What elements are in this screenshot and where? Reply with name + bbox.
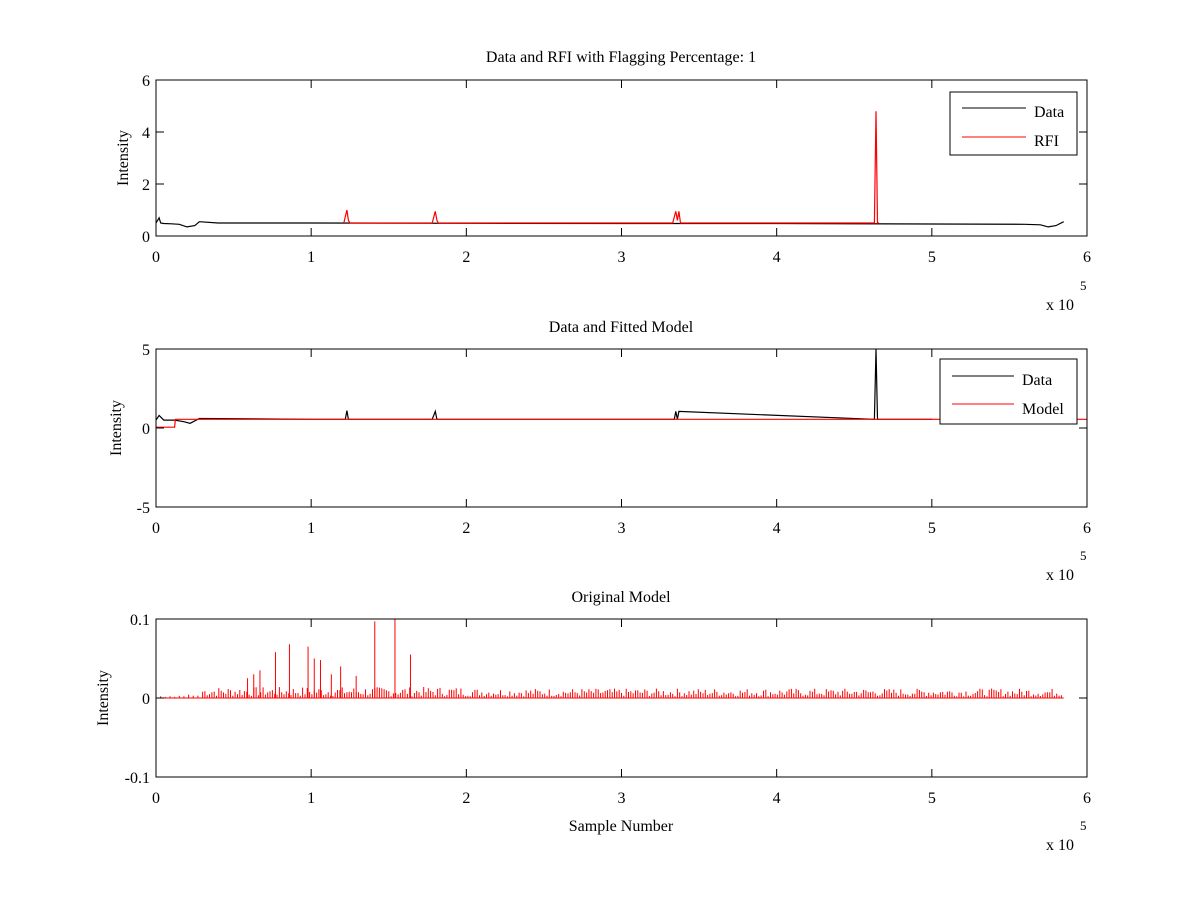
legend-label-data-2: Data (1022, 372, 1052, 389)
x-tick-label-3-3: 3 (618, 790, 626, 807)
x-multiplier-1: x 10 (1046, 297, 1074, 314)
legend-label-model-2: Model (1022, 401, 1064, 418)
y-tick-label-2-2: 5 (142, 342, 150, 359)
x-tick-label-1-4: 4 (773, 249, 781, 266)
y-tick-label-3-2: 0.1 (130, 612, 150, 629)
x-multiplier-2: x 10 (1046, 567, 1074, 584)
x-tick-label-1-0: 0 (152, 249, 160, 266)
series-line-2-model (156, 418, 1087, 428)
x-tick-label-2-0: 0 (152, 520, 160, 537)
chart-panel-2: Data and Fitted Model Intensity x 10 5 0… (108, 319, 1091, 584)
x-tick-label-3-1: 1 (307, 790, 315, 807)
series-line-1-rfi (343, 111, 880, 224)
chart-panel-3: Original Model Intensity Sample Number x… (95, 589, 1091, 854)
y-tick-label-3-0: -0.1 (125, 770, 150, 787)
series-noise-3 (155, 687, 1062, 698)
legend-box-2 (939, 358, 1078, 425)
plot-frame-3 (155, 618, 1088, 778)
x-tick-label-3-5: 5 (928, 790, 936, 807)
legend-label-data-1: Data (1034, 104, 1064, 121)
y-axis-label-1: Intensity (115, 130, 132, 186)
x-tick-label-1-6: 6 (1083, 249, 1091, 266)
x-tick-label-2-5: 5 (928, 520, 936, 537)
x-tick-label-1-5: 5 (928, 249, 936, 266)
y-axis-label-2: Intensity (108, 400, 125, 456)
x-tick-label-3-2: 2 (462, 790, 470, 807)
y-tick-label-1-2: 4 (142, 125, 150, 142)
x-exponent-2: 5 (1080, 548, 1087, 563)
x-exponent-3: 5 (1080, 818, 1087, 833)
x-tick-label-3-6: 6 (1083, 790, 1091, 807)
x-tick-label-2-1: 1 (307, 520, 315, 537)
x-tick-label-1-1: 1 (307, 249, 315, 266)
chart-title-2: Data and Fitted Model (549, 319, 694, 336)
x-tick-label-2-4: 4 (773, 520, 781, 537)
y-tick-label-3-1: 0 (142, 691, 150, 708)
x-tick-label-1-2: 2 (462, 249, 470, 266)
plot-frame-1 (155, 79, 1088, 237)
x-tick-label-3-4: 4 (773, 790, 781, 807)
y-tick-label-1-3: 6 (142, 73, 150, 90)
chart-panel-1: Data and RFI with Flagging Percentage: 1… (115, 49, 1091, 314)
legend-2: Data Model (939, 358, 1078, 425)
y-tick-label-1-1: 2 (142, 177, 150, 194)
y-axis-label-3: Intensity (95, 670, 112, 726)
chart-title-1: Data and RFI with Flagging Percentage: 1 (486, 49, 756, 66)
x-tick-label-2-6: 6 (1083, 520, 1091, 537)
x-tick-label-3-0: 0 (152, 790, 160, 807)
y-tick-label-1-0: 0 (142, 229, 150, 246)
legend-box-1 (949, 91, 1078, 156)
x-multiplier-3: x 10 (1046, 837, 1074, 854)
x-tick-label-2-3: 3 (618, 520, 626, 537)
legend-label-rfi-1: RFI (1034, 133, 1059, 150)
chart-title-3: Original Model (571, 589, 671, 606)
x-tick-label-1-3: 3 (618, 249, 626, 266)
x-exponent-1: 5 (1080, 278, 1087, 293)
x-axis-label-3: Sample Number (569, 818, 674, 835)
series-line-1-data (155, 216, 1064, 228)
x-tick-label-2-2: 2 (462, 520, 470, 537)
plot-frame-2 (155, 348, 1088, 508)
legend-1: Data RFI (949, 91, 1078, 156)
y-tick-label-2-0: -5 (137, 500, 150, 517)
y-tick-label-2-1: 0 (142, 421, 150, 438)
